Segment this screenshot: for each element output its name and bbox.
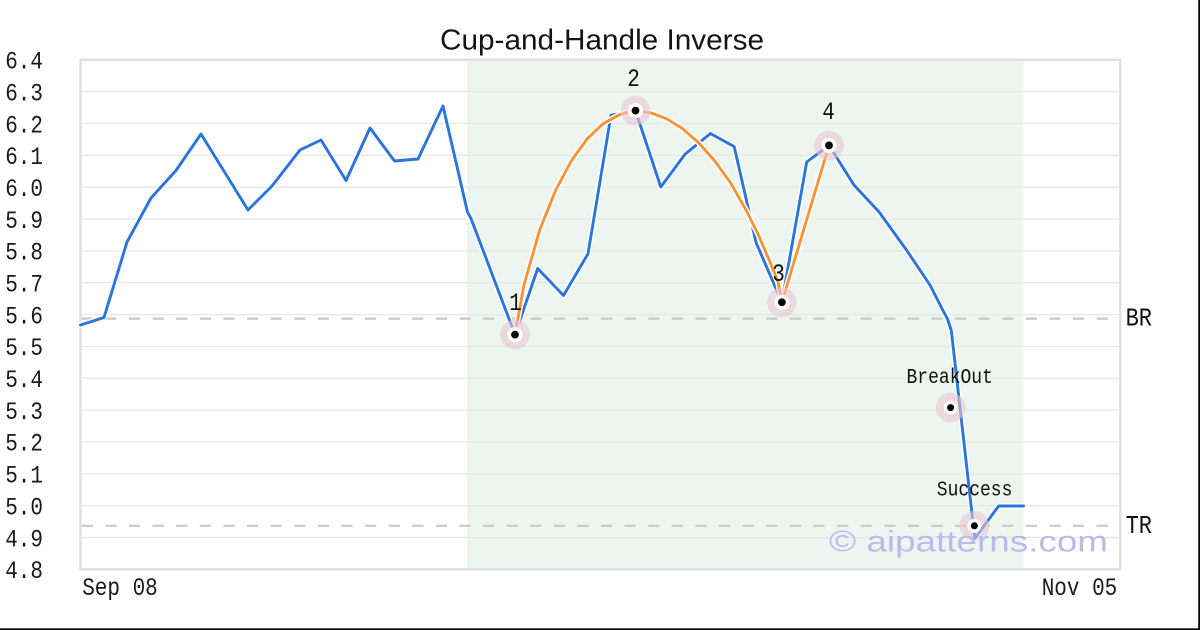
svg-text:TR: TR [1126, 512, 1152, 541]
svg-text:5.2: 5.2 [5, 430, 43, 458]
svg-text:5.8: 5.8 [5, 239, 43, 267]
svg-text:5.9: 5.9 [5, 207, 43, 235]
svg-text:© aipatterns.com: © aipatterns.com [829, 525, 1108, 558]
svg-text:5.5: 5.5 [5, 335, 43, 363]
svg-text:5.7: 5.7 [5, 271, 43, 299]
svg-text:6.0: 6.0 [5, 176, 43, 204]
svg-text:6.2: 6.2 [5, 112, 43, 140]
svg-text:4.8: 4.8 [5, 558, 43, 586]
svg-text:5.0: 5.0 [5, 494, 43, 522]
svg-text:Sep 08: Sep 08 [82, 575, 158, 603]
svg-text:6.3: 6.3 [5, 80, 43, 108]
svg-text:3: 3 [772, 261, 785, 289]
svg-text:4: 4 [822, 99, 835, 127]
svg-text:1: 1 [509, 290, 522, 318]
svg-text:BR: BR [1126, 305, 1152, 334]
svg-text:5.6: 5.6 [5, 303, 43, 331]
svg-text:BreakOut: BreakOut [907, 366, 993, 390]
svg-text:2: 2 [627, 66, 640, 94]
svg-text:5.1: 5.1 [5, 462, 43, 490]
svg-text:6.1: 6.1 [5, 144, 43, 172]
svg-text:6.4: 6.4 [5, 48, 43, 76]
svg-text:Success: Success [937, 478, 1013, 502]
svg-text:4.9: 4.9 [5, 526, 43, 554]
svg-text:Cup-and-Handle Inverse: Cup-and-Handle Inverse [440, 24, 764, 56]
svg-text:Nov 05: Nov 05 [1042, 575, 1118, 603]
svg-text:5.3: 5.3 [5, 398, 43, 426]
svg-text:5.4: 5.4 [5, 366, 43, 394]
